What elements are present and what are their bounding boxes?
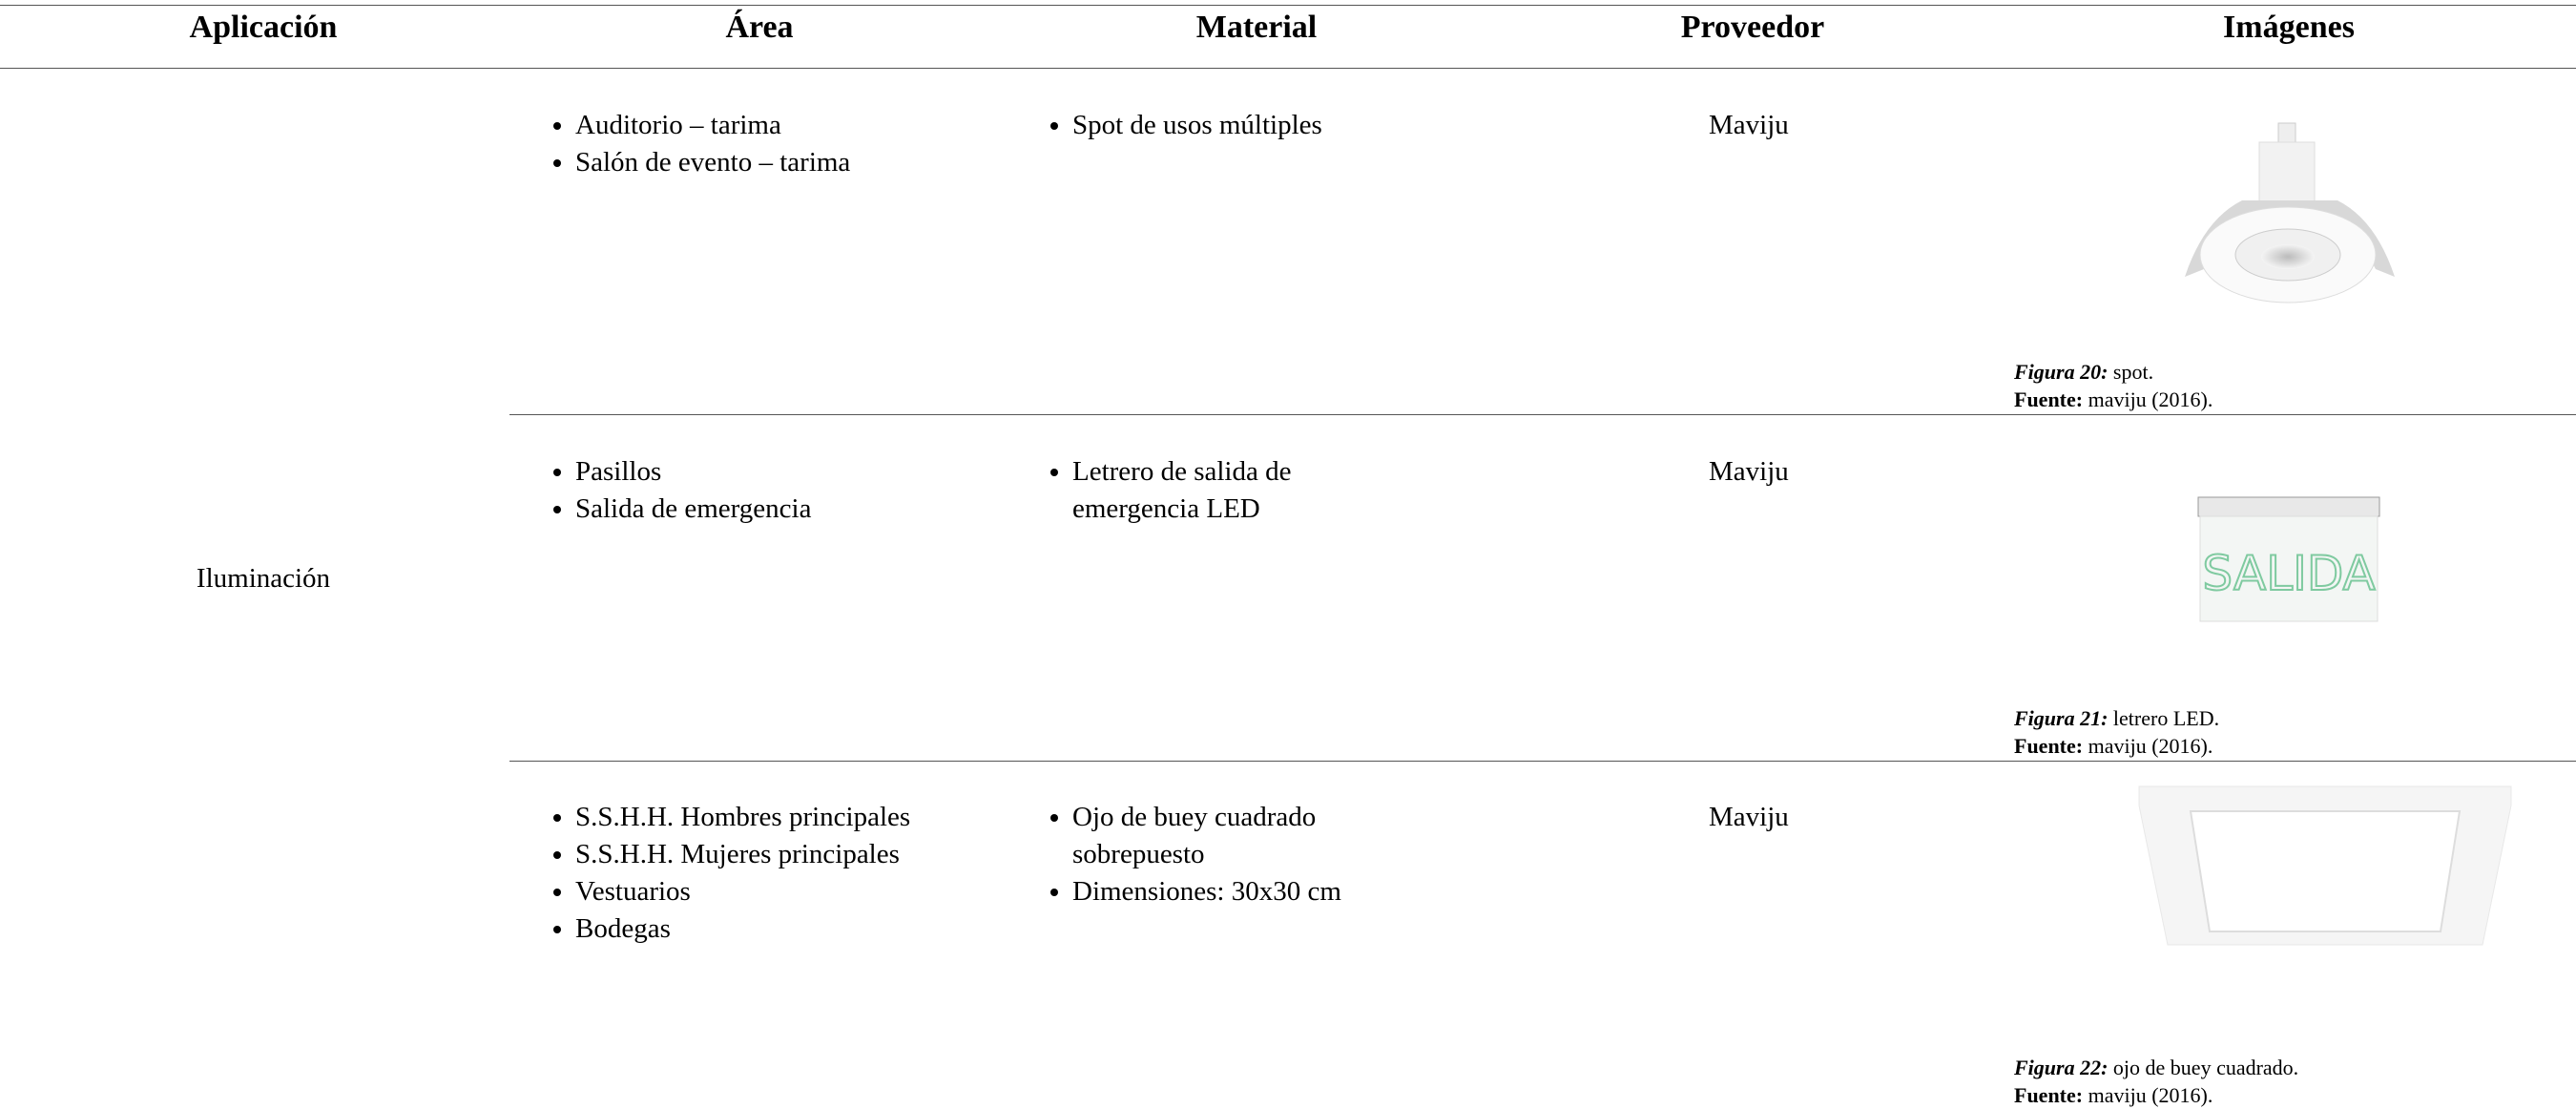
column-header: Aplicación — [189, 10, 338, 45]
figure-caption: Figura 21: letrero LED. Fuente: maviju (2… — [2014, 704, 2219, 760]
list-item: Pasillos — [575, 453, 1071, 491]
area-list: S.S.H.H. Hombres principalesS.S.H.H. Muj… — [534, 799, 1071, 948]
caption-line: Fuente: maviju (2016). — [2014, 1081, 2298, 1109]
list-item: S.S.H.H. Hombres principales — [575, 799, 1071, 836]
column-header: Proveedor — [1680, 10, 1825, 45]
list-item: Salón de evento – tarima — [575, 144, 1071, 181]
figure-label: Figura 20: — [2014, 360, 2109, 384]
material-list: Ojo de buey cuadrado sobrepuestoDimensio… — [1031, 799, 1378, 910]
source-text: maviju (2016). — [2088, 387, 2213, 411]
list-item: Dimensiones: 30x30 cm — [1072, 873, 1378, 910]
column-header: Imágenes — [2223, 10, 2355, 45]
source-text: maviju (2016). — [2088, 1083, 2213, 1107]
caption-line: Figura 21: letrero LED. — [2014, 704, 2219, 732]
list-item: Letrero de salida de emergencia LED — [1072, 453, 1378, 528]
source-label: Fuente: — [2014, 1083, 2084, 1107]
figure-caption: Figura 20: spot. Fuente: maviju (2016). — [2014, 358, 2212, 413]
caption-line: Figura 22: ojo de buey cuadrado. — [2014, 1054, 2298, 1081]
provider-cell: Maviju — [1709, 802, 1789, 832]
area-list: Auditorio – tarimaSalón de evento – tari… — [534, 107, 1071, 181]
provider-cell: Maviju — [1709, 110, 1789, 140]
product-image — [2185, 122, 2395, 303]
area-list: PasillosSalida de emergencia — [534, 453, 1071, 528]
application-cell: Iluminación — [196, 563, 331, 594]
svg-text:SALIDA: SALIDA — [2202, 546, 2375, 601]
material-list: Spot de usos múltiples — [1031, 107, 1378, 144]
list-item: Salida de emergencia — [575, 491, 1071, 528]
caption-text: letrero LED. — [2112, 706, 2220, 730]
rule — [0, 68, 2576, 69]
column-header: Área — [725, 10, 794, 45]
figure-label: Figura 21: — [2014, 706, 2109, 730]
source-label: Fuente: — [2014, 387, 2084, 411]
source-label: Fuente: — [2014, 734, 2084, 758]
caption-line: Fuente: maviju (2016). — [2014, 732, 2219, 760]
list-item: S.S.H.H. Mujeres principales — [575, 836, 1071, 873]
source-text: maviju (2016). — [2088, 734, 2213, 758]
caption-line: Figura 20: spot. — [2014, 358, 2212, 386]
rule — [509, 414, 2576, 415]
caption-text: ojo de buey cuadrado. — [2112, 1056, 2299, 1079]
list-item: Ojo de buey cuadrado sobrepuesto — [1072, 799, 1378, 873]
list-item: Spot de usos múltiples — [1072, 107, 1378, 144]
caption-line: Fuente: maviju (2016). — [2014, 386, 2212, 413]
rule — [509, 761, 2576, 762]
material-list: Letrero de salida de emergencia LED — [1031, 453, 1378, 528]
figure-label: Figura 22: — [2014, 1056, 2109, 1079]
list-item: Auditorio – tarima — [575, 107, 1071, 144]
product-image: SALIDA — [2197, 496, 2380, 622]
column-header: Material — [1195, 10, 1318, 45]
product-image — [2138, 785, 2512, 946]
figure-caption: Figura 22: ojo de buey cuadrado. Fuente: … — [2014, 1054, 2298, 1109]
list-item: Bodegas — [575, 910, 1071, 948]
caption-text: spot. — [2112, 360, 2154, 384]
provider-cell: Maviju — [1709, 456, 1789, 487]
list-item: Vestuarios — [575, 873, 1071, 910]
rule — [0, 5, 2576, 6]
